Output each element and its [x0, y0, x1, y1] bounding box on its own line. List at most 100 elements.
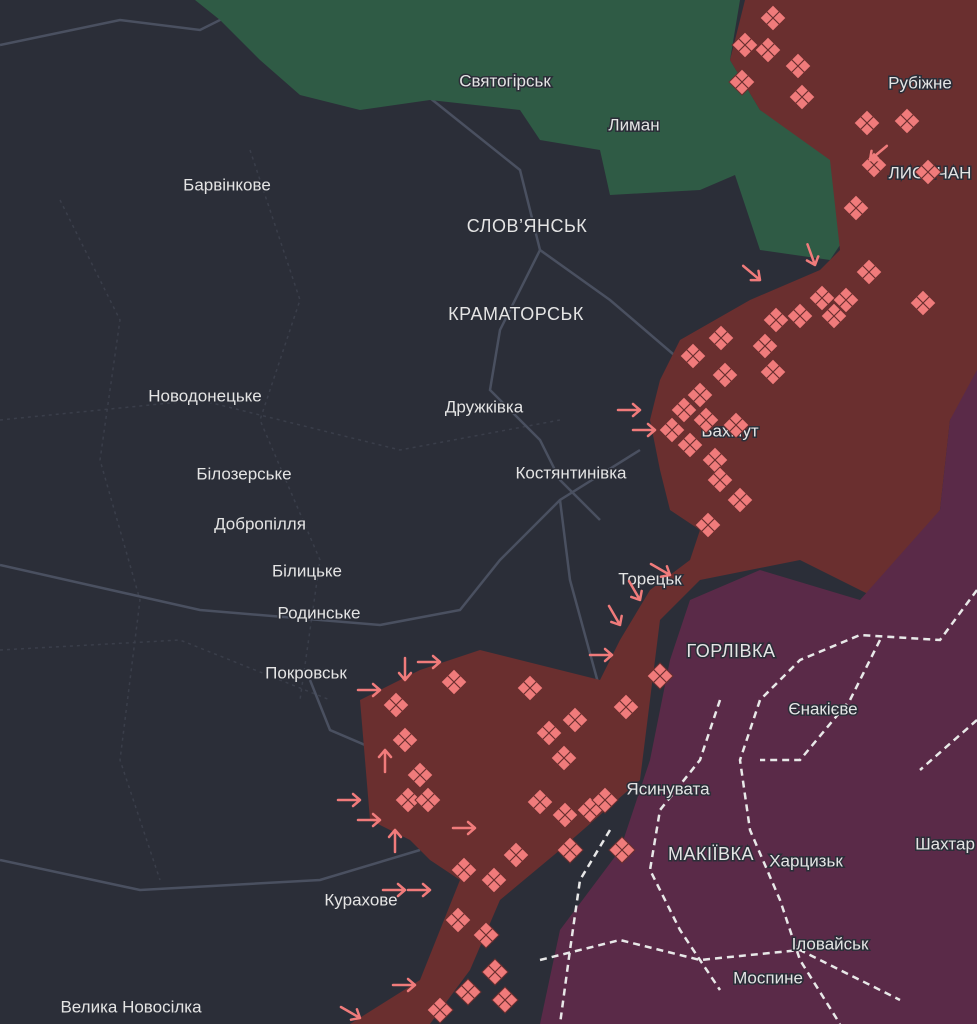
- advance-arrow: [805, 243, 820, 267]
- attack-marker: [612, 693, 640, 721]
- advance-arrow: [381, 882, 407, 898]
- place-label: Дружківка: [445, 397, 524, 416]
- attack-marker: [751, 332, 779, 360]
- place-label: ГОРЛІВКА: [686, 641, 775, 661]
- attack-marker: [706, 466, 734, 494]
- attack-marker: [808, 284, 836, 312]
- place-label: Білозерське: [196, 464, 291, 483]
- place-label: Новодонецьке: [148, 386, 262, 405]
- attack-marker: [394, 786, 422, 814]
- advance-arrow: [868, 144, 889, 162]
- attack-marker: [535, 719, 563, 747]
- attack-marker: [391, 726, 419, 754]
- attack-marker: [454, 978, 482, 1006]
- attack-marker: [526, 788, 554, 816]
- advance-arrow: [451, 820, 477, 836]
- place-label: Ясинувата: [626, 779, 710, 798]
- attack-marker: [832, 286, 860, 314]
- attack-marker: [658, 416, 686, 444]
- attack-marker: [670, 396, 698, 424]
- attack-marker: [707, 324, 735, 352]
- advance-arrow: [397, 656, 413, 682]
- attack-marker: [491, 986, 519, 1014]
- attack-marker: [406, 761, 434, 789]
- attack-marker: [550, 744, 578, 772]
- attack-marker: [502, 841, 530, 869]
- place-label: Велика Новосілка: [60, 997, 202, 1016]
- attack-marker: [556, 836, 584, 864]
- place-label: Барвінкове: [183, 175, 271, 194]
- boundaries: [0, 149, 561, 881]
- advance-arrow: [336, 792, 362, 808]
- attack-marker: [784, 52, 812, 80]
- attack-marker: [788, 83, 816, 111]
- attack-marker: [481, 958, 509, 986]
- advance-arrow: [406, 882, 432, 898]
- railways: [539, 589, 977, 1024]
- markers: [336, 4, 942, 1024]
- advance-arrow: [387, 828, 403, 854]
- occupied-area: [350, 0, 977, 1024]
- advance-arrow: [627, 579, 643, 602]
- advance-arrow: [588, 647, 614, 663]
- attack-marker: [551, 801, 579, 829]
- liberated-area: [195, 0, 860, 260]
- attack-marker: [722, 411, 750, 439]
- attack-marker: [516, 674, 544, 702]
- place-label: Моспине: [733, 968, 803, 987]
- attack-marker: [726, 486, 754, 514]
- attack-marker: [754, 36, 782, 64]
- attack-marker: [893, 107, 921, 135]
- attack-marker: [679, 342, 707, 370]
- attack-marker: [382, 691, 410, 719]
- attack-marker: [692, 406, 720, 434]
- attack-marker: [820, 302, 848, 330]
- advance-arrow: [356, 812, 382, 828]
- attack-marker: [694, 511, 722, 539]
- attack-marker: [426, 996, 454, 1024]
- attack-marker: [909, 289, 937, 317]
- place-label: Іловайськ: [792, 934, 869, 953]
- attack-marker: [646, 662, 674, 690]
- attack-marker: [759, 358, 787, 386]
- attack-marker: [728, 68, 756, 96]
- attack-marker: [450, 856, 478, 884]
- advance-arrow: [356, 682, 382, 698]
- advance-arrow: [416, 654, 442, 670]
- advance-arrow: [741, 264, 762, 282]
- advance-arrow: [631, 422, 657, 438]
- place-label: Добропілля: [214, 514, 306, 533]
- place-label: Білицьке: [272, 561, 342, 580]
- place-label: Шахтар: [915, 834, 975, 853]
- attack-marker: [853, 109, 881, 137]
- place-label: Родинське: [278, 603, 361, 622]
- attack-marker: [762, 306, 790, 334]
- attack-marker: [561, 706, 589, 734]
- place-label: КРАМАТОРСЬК: [448, 304, 584, 324]
- occupied-before-2022: [540, 370, 977, 1024]
- advance-arrow: [339, 1005, 362, 1021]
- advance-arrow: [607, 604, 623, 627]
- place-label: Рубіжне: [888, 73, 952, 92]
- attack-marker: [440, 668, 468, 696]
- place-label: Лиман: [608, 115, 659, 134]
- advance-arrow: [391, 977, 417, 993]
- attack-marker: [855, 258, 883, 286]
- advance-arrow: [377, 748, 393, 774]
- labels: СвятогірськЛиманРубіжнеЛИСИЧАНБарвінкове…: [59, 70, 976, 1018]
- attack-marker: [759, 4, 787, 32]
- attack-marker: [676, 431, 704, 459]
- place-label: Торецьк: [618, 569, 682, 588]
- attack-marker: [591, 786, 619, 814]
- attack-marker: [480, 866, 508, 894]
- place-label: Святогірськ: [459, 71, 551, 90]
- attack-marker: [914, 158, 942, 186]
- advance-arrow: [616, 402, 642, 418]
- attack-marker: [414, 786, 442, 814]
- attack-marker: [444, 906, 472, 934]
- place-label: Покровськ: [265, 663, 347, 682]
- attack-marker: [842, 194, 870, 222]
- attack-marker: [472, 921, 500, 949]
- attack-marker: [608, 836, 636, 864]
